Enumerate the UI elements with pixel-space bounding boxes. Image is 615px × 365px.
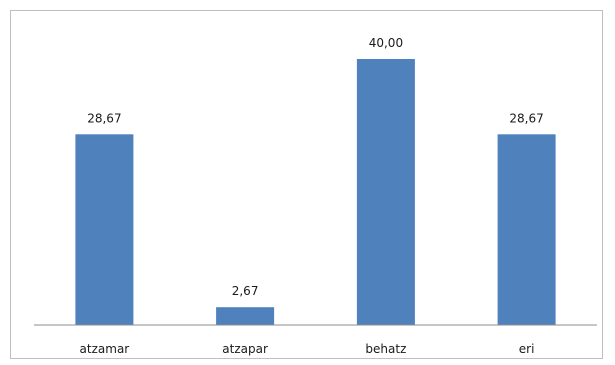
x-tick-label-behatz: behatz (365, 342, 406, 356)
x-tick-label-atzapar: atzapar (222, 342, 268, 356)
x-tick-labels-group: atzamar atzapar behatz eri (80, 342, 535, 356)
bar-behatz (356, 59, 415, 325)
bar-eri (497, 134, 556, 325)
data-label-atzapar: 2,67 (232, 284, 259, 298)
bars-group (75, 59, 556, 325)
data-labels-group: 28,67 2,67 40,00 28,67 (87, 36, 544, 298)
bar-atzapar (216, 307, 275, 325)
data-label-eri: 28,67 (509, 111, 543, 125)
data-label-atzamar: 28,67 (87, 111, 121, 125)
x-tick-label-eri: eri (519, 342, 535, 356)
data-label-behatz: 40,00 (369, 36, 403, 50)
bar-atzamar (75, 134, 134, 325)
x-tick-label-atzamar: atzamar (80, 342, 130, 356)
